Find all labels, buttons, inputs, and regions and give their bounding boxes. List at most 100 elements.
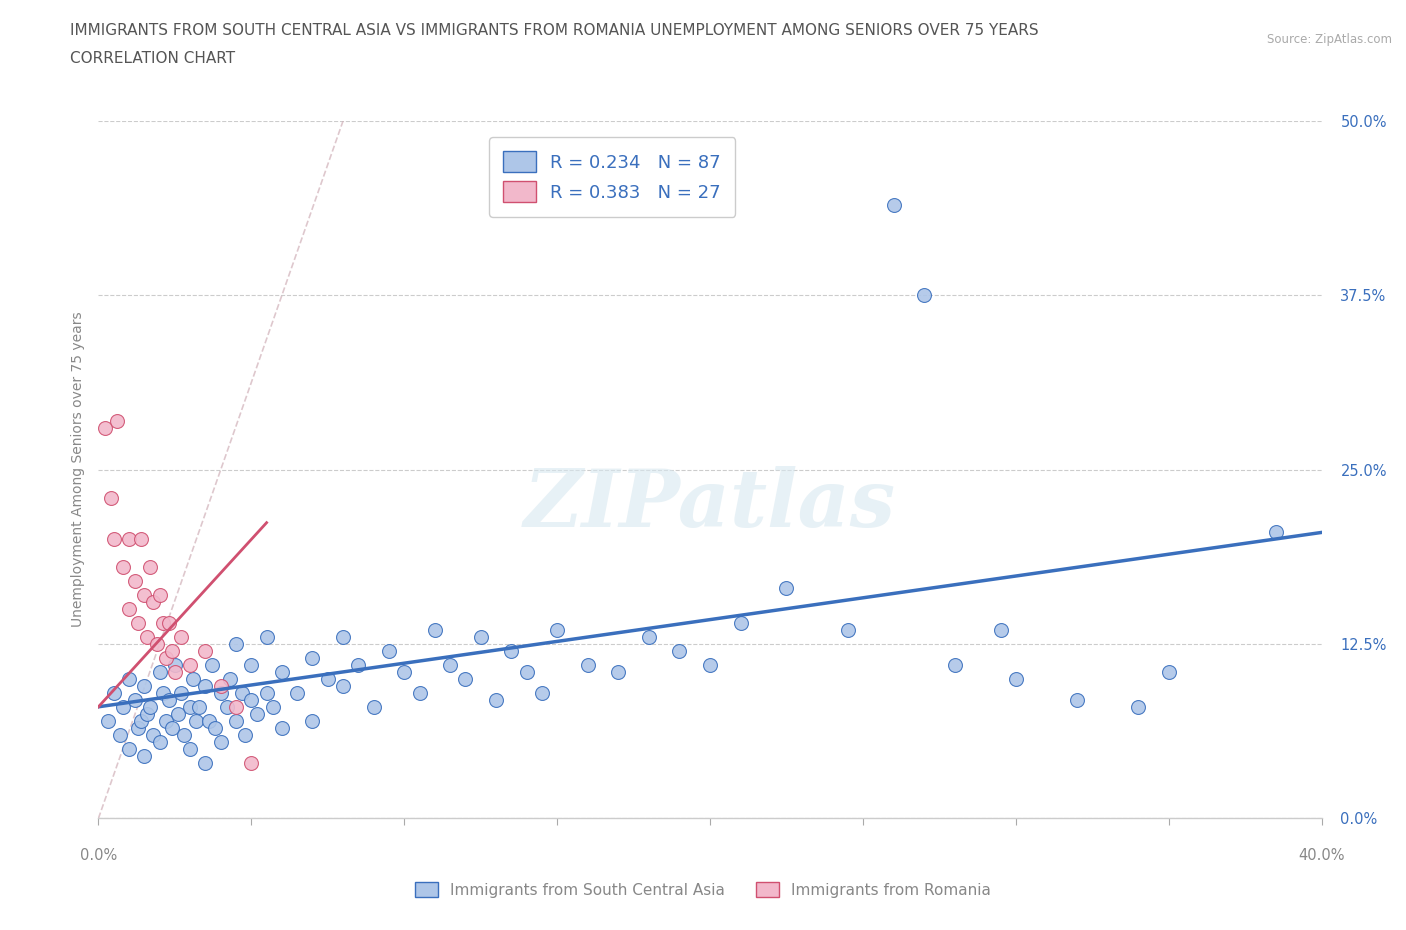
Point	[454, 671, 477, 686]
Point	[139, 699, 162, 714]
Point	[209, 685, 232, 700]
Point	[200, 658, 222, 672]
Point	[129, 713, 152, 728]
Point	[439, 658, 461, 672]
Point	[100, 490, 122, 505]
Point	[93, 420, 115, 435]
Point	[179, 699, 201, 714]
Point	[301, 713, 323, 728]
Point	[256, 630, 278, 644]
Point	[408, 685, 430, 700]
Point	[233, 727, 256, 742]
Point	[155, 713, 177, 728]
Point	[262, 699, 284, 714]
Point	[1128, 699, 1150, 714]
Point	[149, 588, 172, 603]
Point	[134, 748, 156, 763]
Point	[179, 741, 201, 756]
Text: CORRELATION CHART: CORRELATION CHART	[70, 51, 235, 66]
Point	[501, 644, 523, 658]
Point	[775, 580, 797, 596]
Point	[129, 532, 152, 547]
Point	[637, 630, 661, 644]
Point	[194, 755, 217, 770]
Point	[188, 699, 211, 714]
Point	[225, 699, 247, 714]
Point	[124, 574, 146, 589]
Point	[240, 692, 263, 708]
Point	[108, 727, 131, 742]
Point	[167, 707, 190, 722]
Point	[225, 713, 247, 728]
Point	[197, 713, 219, 728]
Point	[149, 735, 172, 750]
Point	[124, 692, 146, 708]
Point	[136, 707, 159, 722]
Point	[485, 692, 508, 708]
Point	[1157, 664, 1180, 679]
Point	[270, 720, 294, 735]
Point	[118, 532, 141, 547]
Legend: R = 0.234   N = 87, R = 0.383   N = 27: R = 0.234 N = 87, R = 0.383 N = 27	[489, 137, 735, 217]
Point	[160, 644, 183, 658]
Point	[145, 637, 167, 652]
Point	[157, 692, 180, 708]
Point	[163, 664, 186, 679]
Point	[160, 720, 183, 735]
Point	[105, 413, 128, 428]
Point	[912, 288, 935, 303]
Point	[118, 741, 141, 756]
Point	[256, 685, 278, 700]
Point	[149, 664, 172, 679]
Point	[194, 679, 217, 694]
Point	[837, 623, 859, 638]
Text: ZIPatlas: ZIPatlas	[524, 466, 896, 543]
Point	[240, 755, 263, 770]
Point	[194, 644, 217, 658]
Point	[118, 602, 141, 617]
Point	[246, 707, 269, 722]
Point	[1004, 671, 1026, 686]
Point	[142, 595, 165, 610]
Point	[170, 685, 193, 700]
Text: IMMIGRANTS FROM SOUTH CENTRAL ASIA VS IMMIGRANTS FROM ROMANIA UNEMPLOYMENT AMONG: IMMIGRANTS FROM SOUTH CENTRAL ASIA VS IM…	[70, 23, 1039, 38]
Point	[546, 623, 568, 638]
Point	[163, 658, 186, 672]
Point	[607, 664, 630, 679]
Point	[378, 644, 401, 658]
Point	[883, 197, 905, 212]
Point	[139, 560, 162, 575]
Point	[157, 616, 180, 631]
Text: Source: ZipAtlas.com: Source: ZipAtlas.com	[1267, 33, 1392, 46]
Text: 0.0%: 0.0%	[80, 848, 117, 863]
Point	[363, 699, 385, 714]
Point	[155, 651, 177, 666]
Point	[516, 664, 538, 679]
Text: 40.0%: 40.0%	[1298, 848, 1346, 863]
Point	[152, 616, 174, 631]
Point	[111, 699, 134, 714]
Point	[943, 658, 966, 672]
Point	[103, 685, 125, 700]
Point	[142, 727, 165, 742]
Point	[1066, 692, 1088, 708]
Point	[270, 664, 294, 679]
Point	[181, 671, 204, 686]
Point	[136, 630, 159, 644]
Point	[173, 727, 195, 742]
Point	[347, 658, 370, 672]
Point	[152, 685, 174, 700]
Point	[127, 616, 149, 631]
Point	[332, 679, 354, 694]
Point	[209, 679, 232, 694]
Point	[301, 651, 323, 666]
Legend: Immigrants from South Central Asia, Immigrants from Romania: Immigrants from South Central Asia, Immi…	[409, 875, 997, 904]
Point	[204, 720, 226, 735]
Point	[118, 671, 141, 686]
Point	[316, 671, 339, 686]
Point	[170, 630, 193, 644]
Point	[1264, 525, 1286, 539]
Point	[225, 637, 247, 652]
Point	[134, 588, 156, 603]
Point	[97, 713, 120, 728]
